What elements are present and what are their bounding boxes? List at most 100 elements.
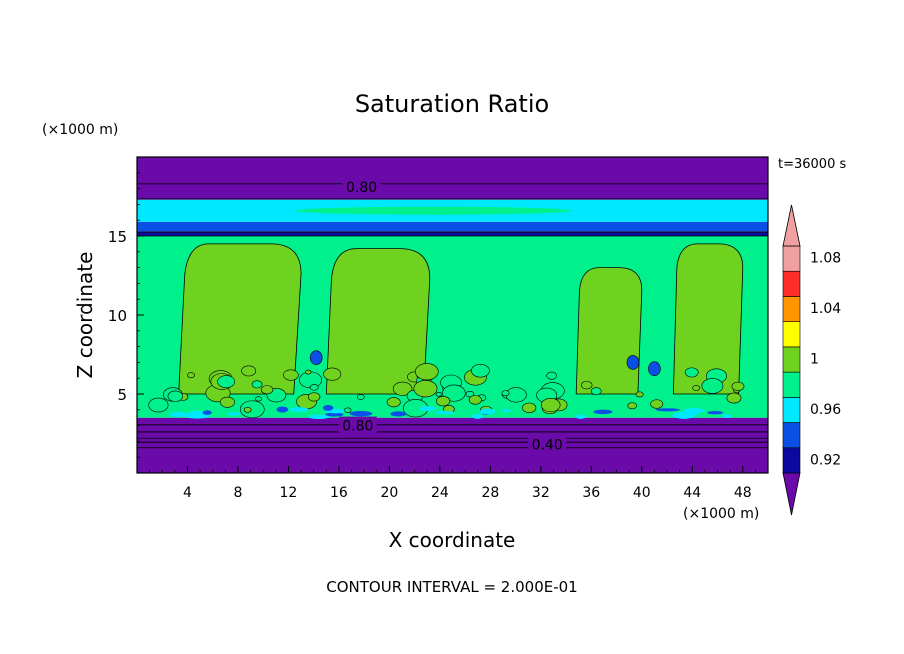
turbulent-cell <box>540 398 561 413</box>
x-tick-label: 8 <box>233 485 242 501</box>
turbulent-cell <box>635 391 644 398</box>
turbulent-cell <box>435 391 443 397</box>
contour-interval-label: CONTOUR INTERVAL = 2.000E-01 <box>326 578 577 596</box>
cloud-base-streak <box>434 410 455 415</box>
x-tick-label: 48 <box>734 485 752 501</box>
cloud-base-streak <box>672 411 696 419</box>
turbulent-cell <box>243 406 252 413</box>
cloud-base-streak <box>655 408 681 412</box>
cloud-base-streak <box>390 411 407 417</box>
turbulent-cell <box>468 395 482 405</box>
turbulent-cell <box>692 385 701 391</box>
turbulent-cell <box>522 402 537 413</box>
cloud-base-streak <box>575 414 586 419</box>
turbulent-cell <box>323 367 342 381</box>
colorbar-box <box>782 346 801 373</box>
turbulent-cell <box>305 369 312 375</box>
turbulent-cell <box>684 367 699 378</box>
cloud-plume <box>325 248 431 395</box>
turbulent-cell <box>251 380 263 389</box>
cloud-base-streak <box>349 410 373 417</box>
turbulent-cell <box>580 380 593 390</box>
field-lens <box>294 206 573 215</box>
colorbar-box <box>782 270 801 297</box>
colorbar-box <box>782 245 801 272</box>
turbulent-cell <box>726 392 742 404</box>
x-tick-label: 24 <box>431 485 449 501</box>
x-unit-label: (×1000 m) <box>683 506 759 522</box>
plot-area: 0.80 0.80 0.40 <box>136 156 769 474</box>
cloud-base-streak <box>479 408 495 415</box>
colorbar-over-arrow <box>782 204 801 247</box>
cloud-base-streak <box>308 414 330 420</box>
turbulent-cell <box>546 371 557 380</box>
x-tick-label: 28 <box>481 485 499 501</box>
turbulent-cell <box>465 390 475 398</box>
x-tick-label: 36 <box>582 485 600 501</box>
field-band <box>137 231 768 236</box>
turbulent-cell <box>590 387 602 396</box>
turbulent-cell <box>442 384 466 402</box>
x-axis-label: X coordinate <box>389 528 516 552</box>
turbulent-cell <box>307 392 321 402</box>
x-tick-label: 12 <box>280 485 298 501</box>
turbulent-cell <box>148 397 169 413</box>
x-tick-label: 16 <box>330 485 348 501</box>
cloud-base-streak <box>707 410 724 415</box>
contour-label: 0.40 <box>532 438 563 454</box>
cloud-base-streak <box>202 410 212 415</box>
turbulent-cell <box>239 400 265 419</box>
turbulent-cell <box>309 384 319 391</box>
turbulent-cell <box>436 395 451 407</box>
cloud-base-streak <box>276 406 289 413</box>
moist-core <box>626 355 640 370</box>
turbulent-cell <box>392 381 413 396</box>
colorbar-under-arrow <box>782 472 801 516</box>
x-tick-label: 4 <box>183 485 192 501</box>
field-band <box>137 221 768 232</box>
colorbar-box <box>782 447 801 474</box>
turbulent-cell <box>731 381 745 391</box>
colorbar-tick-label: 0.96 <box>810 402 841 418</box>
colorbar-tick-label: 0.92 <box>810 452 841 468</box>
turbulent-cell <box>627 402 637 410</box>
z-unit-label: (×1000 m) <box>42 122 118 138</box>
contour-label-bg <box>342 178 381 195</box>
cloud-base-streak <box>325 412 344 417</box>
turbulent-cell <box>701 378 724 394</box>
turbulent-cell <box>219 396 235 408</box>
turbulent-cell <box>386 397 401 408</box>
turbulent-cell <box>187 372 195 379</box>
turbulent-cell <box>217 375 236 389</box>
cloud-base-streak <box>593 409 613 415</box>
turbulent-cell <box>415 363 439 381</box>
contour-label: 0.80 <box>342 419 373 435</box>
turbulent-cell <box>260 385 274 395</box>
turbulent-cell <box>356 394 365 400</box>
field-band <box>137 157 768 200</box>
colorbar-box <box>782 371 801 398</box>
x-tick-label: 32 <box>532 485 550 501</box>
cloud-base-streak <box>683 408 705 413</box>
turbulent-cell <box>650 399 664 409</box>
turbulent-cell <box>255 396 262 402</box>
contour-label-bg <box>528 435 567 452</box>
colorbar-tick-label: 1 <box>810 352 819 368</box>
cloud-base-streak <box>322 405 334 411</box>
cloud-base-streak <box>227 412 242 416</box>
contour-label: 0.80 <box>346 180 377 196</box>
x-tick-label: 44 <box>683 485 701 501</box>
colorbar-box <box>782 296 801 322</box>
x-tick-label: 20 <box>380 485 398 501</box>
cloud-base-streak <box>501 409 511 413</box>
y-tick-label: 15 <box>108 228 127 246</box>
cloud-base-streak <box>419 406 437 412</box>
cloud-base-streak <box>721 414 732 418</box>
turbulent-cell <box>283 369 299 381</box>
colorbar-box <box>782 321 801 348</box>
chart-title: Saturation Ratio <box>355 90 549 118</box>
cloud-base-streak <box>289 407 309 412</box>
moist-core <box>309 350 323 365</box>
time-label: t=36000 s <box>778 157 846 172</box>
